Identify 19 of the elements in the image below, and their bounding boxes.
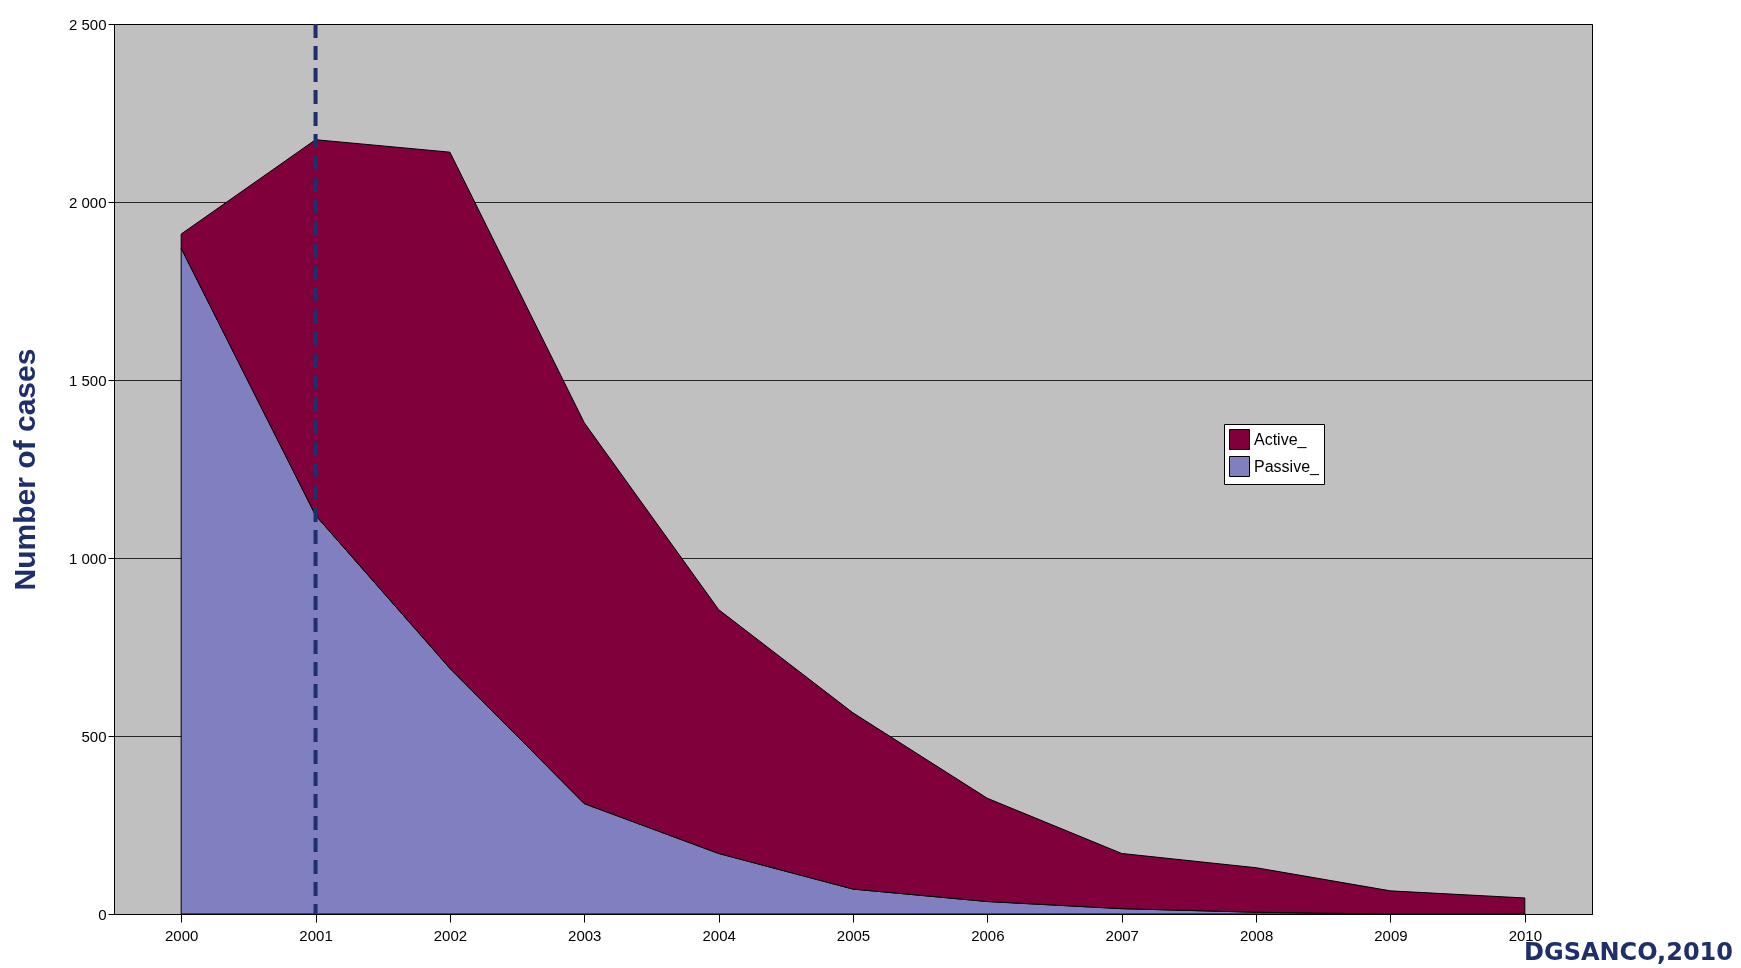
y-tick-label: 2 500	[68, 15, 107, 33]
y-tick-label: 1 000	[68, 549, 107, 567]
y-tick-label: 0	[98, 905, 107, 923]
x-tick-label: 2000	[164, 926, 199, 944]
x-tick-label: 2001	[299, 926, 333, 944]
x-tick-label: 2004	[702, 926, 736, 944]
y-tick-label: 2 000	[68, 193, 107, 211]
y-axis-title: Number of cases	[7, 348, 41, 591]
x-tick-label: 2008	[1239, 926, 1274, 944]
x-tick-label: 2007	[1105, 926, 1139, 944]
x-tick-label: 2002	[433, 926, 468, 944]
y-tick-label: 1 500	[68, 371, 107, 389]
x-tick-label: 2003	[568, 926, 602, 944]
x-tick-label: 2005	[836, 926, 871, 944]
legend-label: Active_	[1254, 430, 1308, 449]
x-tick-label: 2009	[1374, 926, 1408, 944]
x-tick-label: 2006	[971, 926, 1005, 944]
legend-label: Passive_	[1254, 457, 1321, 476]
y-tick-label: 500	[81, 727, 107, 745]
